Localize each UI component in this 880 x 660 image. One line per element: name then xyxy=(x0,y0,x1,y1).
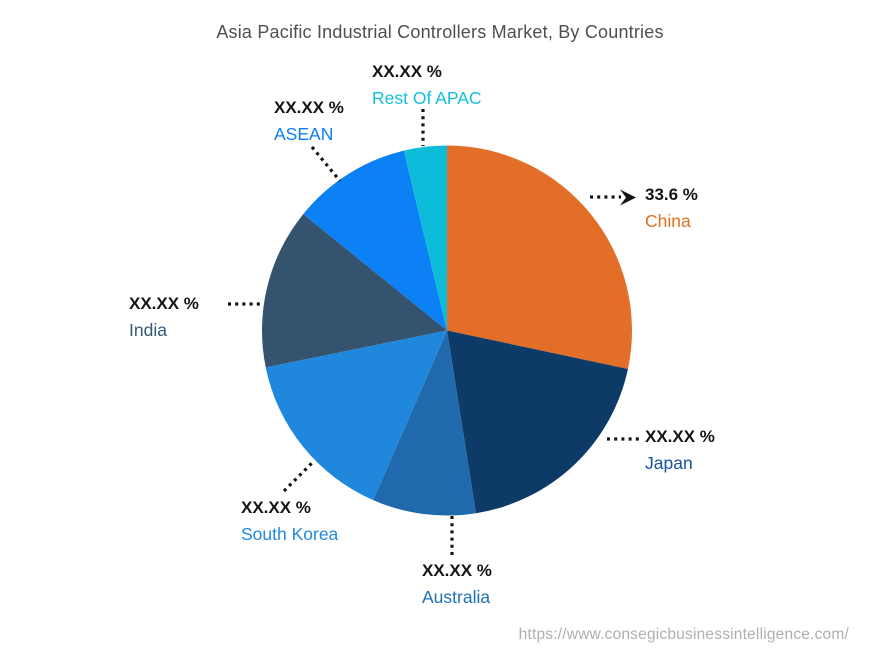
pie-slice-india xyxy=(261,214,447,368)
leader-line-asean xyxy=(310,145,342,183)
pie-slice-japan xyxy=(447,330,628,514)
pie-slice-australia xyxy=(373,330,476,516)
pie-slice-china xyxy=(447,145,633,369)
slice-name-rest-of-apac: Rest Of APAC xyxy=(372,88,482,108)
slice-name-australia: Australia xyxy=(422,587,491,607)
slice-label-india: XX.XX % India xyxy=(129,294,199,340)
pie-slice-rest_of_apac xyxy=(403,145,447,331)
slice-value-india: XX.XX % xyxy=(129,294,199,313)
slice-label-japan: XX.XX % Japan xyxy=(645,427,715,473)
pie-slice-south_korea xyxy=(265,330,447,501)
slice-label-rest-of-apac: XX.XX % Rest Of APAC xyxy=(372,62,482,108)
slice-name-south-korea: South Korea xyxy=(241,524,339,544)
slice-value-china: 33.6 % xyxy=(645,185,698,204)
slice-name-japan: Japan xyxy=(645,453,693,473)
slice-value-south-korea: XX.XX % xyxy=(241,498,311,517)
slice-value-australia: XX.XX % xyxy=(422,561,492,580)
slice-value-rest-of-apac: XX.XX % xyxy=(372,62,442,81)
slice-name-asean: ASEAN xyxy=(274,124,334,144)
leader-arrowhead-icon xyxy=(620,189,636,206)
slice-name-china: China xyxy=(645,211,691,231)
slice-label-south-korea: XX.XX % South Korea xyxy=(241,498,339,544)
slice-name-india: India xyxy=(129,320,167,340)
slice-value-asean: XX.XX % xyxy=(274,98,344,117)
leader-line-south_korea xyxy=(282,460,315,493)
slice-label-asean: XX.XX % ASEAN xyxy=(274,98,344,144)
source-url: https://www.consegicbusinessintelligence… xyxy=(518,626,849,643)
chart-title: Asia Pacific Industrial Controllers Mark… xyxy=(216,22,664,42)
slice-label-china: 33.6 % China xyxy=(645,185,698,231)
slice-value-japan: XX.XX % xyxy=(645,427,715,446)
pie-slice-asean xyxy=(303,150,447,331)
slice-label-australia: XX.XX % Australia xyxy=(422,561,492,607)
